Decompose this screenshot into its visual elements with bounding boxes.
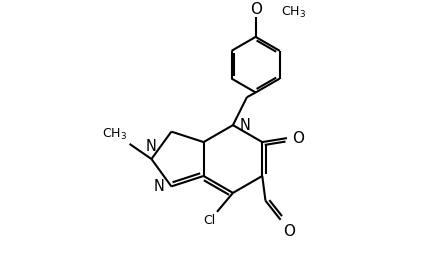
Text: CH$_3$: CH$_3$ xyxy=(102,127,127,142)
Text: O: O xyxy=(293,131,305,146)
Text: O: O xyxy=(250,2,262,17)
Text: CH$_3$: CH$_3$ xyxy=(281,5,306,20)
Text: N: N xyxy=(154,179,164,194)
Text: N: N xyxy=(146,139,157,154)
Text: O: O xyxy=(283,224,295,239)
Text: Cl: Cl xyxy=(203,214,215,227)
Text: N: N xyxy=(240,118,250,133)
